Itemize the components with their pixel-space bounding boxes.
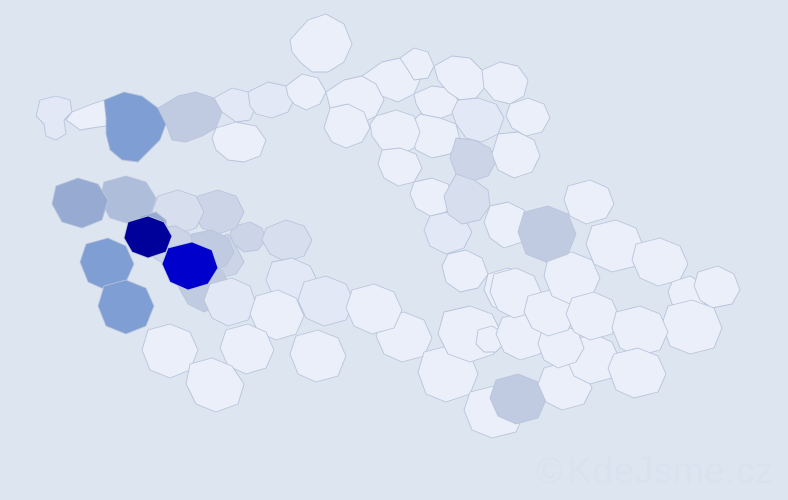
district-jablonec-nad-nisou[interactable]: Jablonec nad Nisou bbox=[399, 47, 435, 81]
district-tabor[interactable]: Tabor bbox=[249, 289, 305, 341]
district-cheb[interactable]: Cheb bbox=[35, 95, 73, 141]
district-novy-jicin[interactable]: Novy Jicin bbox=[611, 305, 669, 357]
district-pelhrimov[interactable]: Pelhrimov bbox=[297, 275, 355, 327]
district-usti-nad-labem[interactable]: Usti nad Labem bbox=[285, 73, 327, 111]
district-frydek-mistek[interactable]: Frydek-Mistek bbox=[661, 299, 723, 355]
district-praha-vychod[interactable]: Praha-vychod bbox=[261, 219, 313, 263]
district-louny[interactable]: Louny bbox=[211, 121, 267, 163]
district-cesky-krumlov[interactable]: Cesky Krumlov bbox=[185, 357, 245, 413]
district-klatovy[interactable]: Klatovy bbox=[97, 279, 155, 335]
district-chrudim[interactable]: Chrudim bbox=[443, 173, 491, 225]
district-sokolov[interactable]: Sokolov bbox=[65, 99, 113, 131]
district-hodonin[interactable]: Hodonin bbox=[489, 373, 547, 425]
district-layer[interactable]: ChebSokolovKarlovy VaryChomutovLounyMost… bbox=[35, 13, 741, 439]
district-trutnov[interactable]: Trutnov bbox=[433, 55, 487, 101]
district-pisek[interactable]: Pisek bbox=[203, 277, 257, 327]
district-rychnov-nad-kneznou[interactable]: Rychnov nad Kneznou bbox=[505, 97, 551, 137]
district-nymburk[interactable]: Nymburk bbox=[377, 147, 423, 187]
district-havlickuv-brod[interactable]: Havlickuv Brod bbox=[441, 249, 489, 293]
district-usti-nad-orlici[interactable]: Usti nad Orlici bbox=[491, 131, 541, 179]
district-liberec[interactable]: Liberec bbox=[361, 57, 421, 103]
district-karlovy-vary[interactable]: Karlovy Vary bbox=[103, 91, 167, 163]
district-jindrichuv-hradec[interactable]: Jindrichuv Hradec bbox=[289, 329, 347, 383]
district-karvina[interactable]: Karvina bbox=[693, 265, 741, 309]
district-praha[interactable]: Praha bbox=[229, 221, 267, 253]
district-vsetin[interactable]: Vsetin bbox=[607, 347, 667, 399]
district-most[interactable]: Most bbox=[213, 87, 257, 123]
district-tachov[interactable]: Tachov bbox=[51, 177, 109, 229]
district-ceske-budejovice[interactable]: Ceske Budejovice bbox=[219, 323, 275, 375]
district-hradec-kralove[interactable]: Hradec Kralove bbox=[451, 97, 505, 143]
district-semily[interactable]: Semily bbox=[413, 85, 459, 121]
district-chomutov[interactable]: Chomutov bbox=[157, 91, 223, 143]
district-nachod[interactable]: Nachod bbox=[481, 61, 529, 105]
district-decin[interactable]: Decin bbox=[289, 13, 353, 73]
district-opava[interactable]: Opava bbox=[631, 237, 689, 287]
district-sumperk[interactable]: Sumperk bbox=[517, 205, 577, 263]
district-jihlava[interactable]: Jihlava bbox=[345, 283, 403, 335]
district-pardubice[interactable]: Pardubice bbox=[449, 137, 497, 183]
district-teplice[interactable]: Teplice bbox=[247, 81, 295, 119]
district-jesenik[interactable]: Jesenik bbox=[563, 179, 615, 225]
district-strakonice[interactable]: Strakonice bbox=[161, 241, 219, 291]
district-prerov[interactable]: Prerov bbox=[565, 291, 621, 341]
district-melnik[interactable]: Melnik bbox=[323, 103, 371, 149]
district-plzen-jih[interactable]: Plzen-jih bbox=[123, 215, 173, 259]
